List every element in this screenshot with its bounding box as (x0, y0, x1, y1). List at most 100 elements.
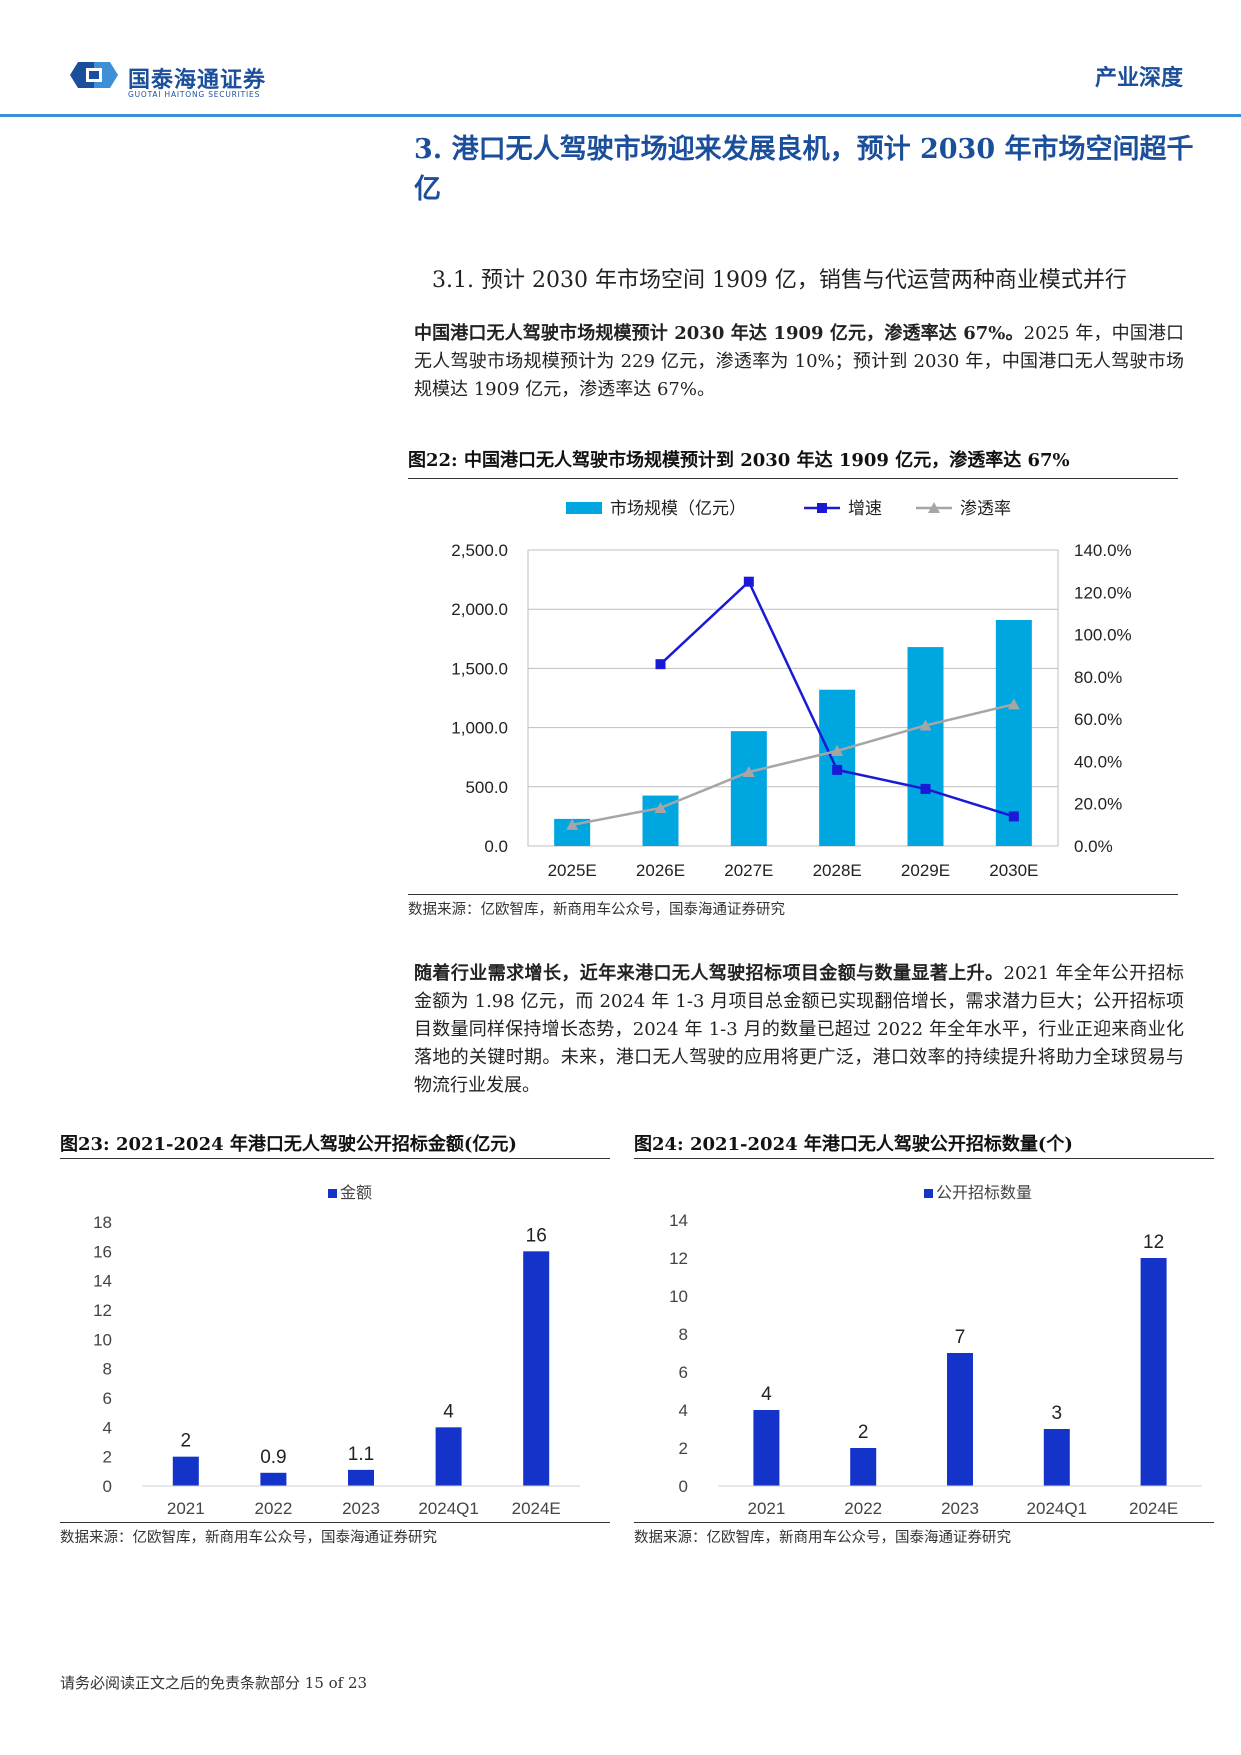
y-right-tick-label: 120.0% (1074, 583, 1132, 602)
y-tick-label: 12 (669, 1249, 688, 1268)
y-tick-label: 2 (679, 1439, 688, 1458)
x-tick-label: 2024E (1129, 1499, 1178, 1518)
growth-point (655, 659, 666, 670)
figure-24-bottom-rule (634, 1522, 1214, 1523)
y-tick-label: 18 (93, 1213, 112, 1232)
y-left-tick-label: 2,500.0 (451, 541, 508, 560)
x-tick-label: 2024Q1 (1027, 1499, 1088, 1518)
legend-marker-penetration (928, 502, 940, 513)
growth-point (920, 783, 931, 794)
y-right-tick-label: 0.0% (1074, 837, 1113, 856)
figure-22-title: 图22: 中国港口无人驾驶市场规模预计到 2030 年达 1909 亿元，渗透率… (408, 450, 1070, 471)
y-tick-label: 0 (103, 1477, 112, 1496)
figure-22-source: 数据来源：亿欧智库，新商用车公众号，国泰海通证券研究 (408, 902, 785, 918)
y-tick-label: 16 (93, 1242, 112, 1261)
y-right-tick-label: 20.0% (1074, 795, 1122, 814)
bar (947, 1353, 973, 1486)
y-left-tick-label: 1,500.0 (451, 659, 508, 678)
chart-legend: 市场规模（亿元） 增速 渗透率 (566, 499, 1011, 519)
penetration-point (566, 818, 579, 830)
growth-point (1008, 811, 1019, 822)
market-size-chart: 市场规模（亿元） 增速 渗透率 0.0 500.0 1,000.0 1,500.0 2,00… (451, 499, 1131, 880)
legend-marker-growth (817, 503, 827, 513)
figure-24-title: 图24: 2021-2024 年港口无人驾驶公开招标数量(个) (634, 1134, 1073, 1155)
legend-label: 市场规模（亿元） (610, 499, 746, 519)
bar-value-label: 1.1 (348, 1444, 374, 1465)
paragraph-tender: 随着行业需求增长，近年来港口无人驾驶招标项目金额与数量显著上升。2021 年全年… (414, 960, 1184, 1100)
y-tick-label: 2 (103, 1448, 112, 1467)
bar-value-label: 7 (955, 1327, 966, 1348)
bar-value-label: 12 (1143, 1232, 1164, 1253)
paragraph-lead: 随着行业需求增长，近年来港口无人驾驶招标项目金额与数量显著上升。 (414, 963, 1004, 984)
figure-23-bottom-rule (60, 1522, 610, 1523)
y-left-tick-label: 500.0 (465, 778, 508, 797)
x-tick-label: 2024Q1 (418, 1499, 479, 1518)
x-tick-label: 2027E (724, 861, 773, 880)
y-right-tick-label: 80.0% (1074, 668, 1122, 687)
figure-24-top-rule (634, 1158, 1214, 1159)
bar (850, 1448, 877, 1486)
y-tick-label: 4 (679, 1401, 688, 1420)
section-tag: 产业深度 (1094, 65, 1183, 91)
paragraph-market-size: 中国港口无人驾驶市场规模预计 2030 年达 1909 亿元，渗透率达 67%。… (414, 320, 1184, 404)
legend-swatch-bar (566, 502, 602, 514)
y-left-tick-label: 0.0 (484, 837, 508, 856)
bar-value-label: 16 (526, 1225, 547, 1246)
tender-count-chart: 公开招标数量 0 2 4 6 8 10 12 14 4 2021 2 2022 7 2023 3 2024Q1 1… (669, 1183, 1202, 1518)
x-tick-label: 2023 (941, 1499, 979, 1518)
bar (1043, 1429, 1070, 1486)
x-tick-label: 2025E (548, 861, 597, 880)
x-tick-label: 2022 (254, 1499, 292, 1518)
x-tick-label: 2030E (989, 861, 1038, 880)
paragraph-body: 2025 年，中国港口无人驾驶市场规模预计为 229 亿元，渗透率为 10%；预… (414, 323, 1184, 400)
y-tick-label: 8 (103, 1360, 112, 1379)
x-tick-label: 2023 (342, 1499, 380, 1518)
bar-value-label: 3 (1052, 1403, 1063, 1424)
legend-label: 金额 (340, 1183, 372, 1202)
market-size-bar (907, 647, 944, 846)
bar-value-label: 4 (443, 1401, 454, 1422)
bar-value-label: 0.9 (260, 1447, 286, 1468)
legend-label: 增速 (848, 499, 882, 519)
figure-23-top-rule (60, 1158, 610, 1159)
figure-23-title: 图23: 2021-2024 年港口无人驾驶公开招标金额(亿元) (60, 1134, 517, 1155)
x-tick-label: 2029E (901, 861, 950, 880)
legend-swatch (924, 1189, 933, 1198)
chart-axes: 0.0 500.0 1,000.0 1,500.0 2,000.0 2,500.0 0.0%… (451, 541, 1131, 880)
penetration-point (831, 744, 844, 756)
penetration-line (571, 703, 1015, 827)
figure-22-top-rule (408, 478, 1178, 479)
bar (1140, 1258, 1167, 1486)
x-tick-label: 2021 (747, 1499, 785, 1518)
bar-value-label: 4 (761, 1384, 772, 1405)
y-tick-label: 0 (679, 1477, 688, 1496)
y-tick-label: 6 (679, 1363, 688, 1382)
logo-mark-icon (70, 62, 118, 88)
bar (260, 1472, 287, 1486)
y-tick-label: 10 (93, 1330, 112, 1349)
legend-label: 渗透率 (960, 499, 1011, 519)
bar (523, 1251, 550, 1486)
figure-22-bottom-rule (408, 894, 1178, 895)
tender-amount-chart: 金额 0 2 4 6 8 10 12 14 16 18 2 2021 0.9 2022 1.1 2023 4 202… (93, 1183, 580, 1518)
penetration-point (742, 766, 755, 777)
bar-value-label: 2 (181, 1431, 192, 1452)
paragraph-body: 2021 年全年公开招标金额为 1.98 亿元，而 2024 年 1-3 月项目… (414, 963, 1185, 1096)
y-right-tick-label: 140.0% (1074, 541, 1132, 560)
x-tick-label: 2022 (844, 1499, 882, 1518)
x-tick-label: 2026E (636, 861, 685, 880)
legend-swatch (328, 1189, 337, 1198)
growth-point (832, 764, 843, 775)
bar (172, 1456, 199, 1486)
figure-24-source: 数据来源：亿欧智库，新商用车公众号，国泰海通证券研究 (634, 1530, 1011, 1546)
growth-point (743, 576, 754, 587)
y-left-tick-label: 1,000.0 (451, 719, 508, 738)
line-series (566, 576, 1020, 830)
y-tick-label: 10 (669, 1287, 688, 1306)
chart-legend: 金额 (328, 1183, 372, 1202)
y-right-tick-label: 40.0% (1074, 752, 1122, 771)
market-size-bar (730, 731, 767, 846)
page-footer: 请务必阅读正文之后的免责条款部分 15 of 23 (60, 1674, 368, 1692)
y-tick-label: 4 (103, 1418, 112, 1437)
chart-legend: 公开招标数量 (924, 1183, 1032, 1202)
